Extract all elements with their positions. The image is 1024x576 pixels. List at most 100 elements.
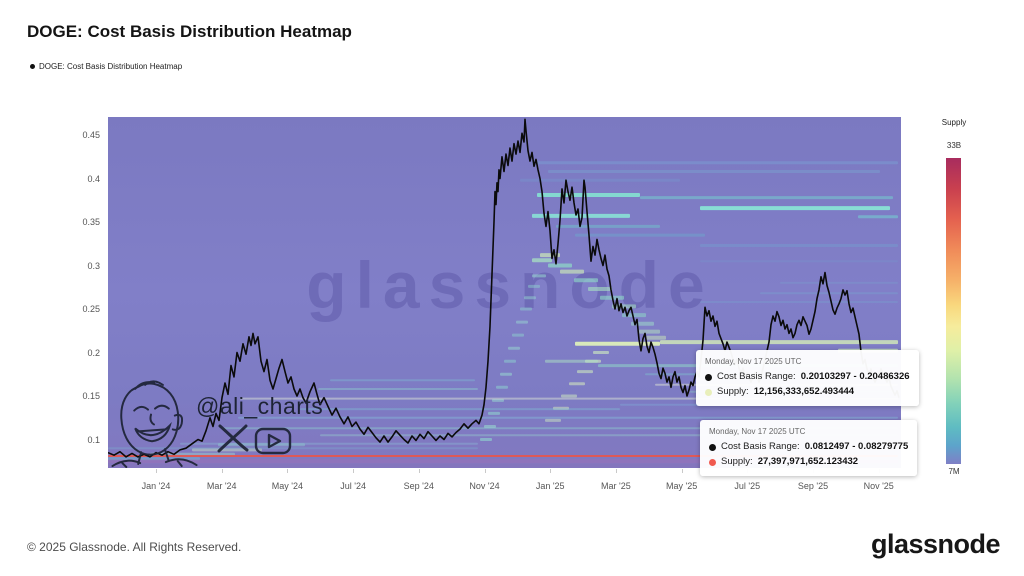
heat-band — [545, 359, 598, 363]
x-tick-label: May '25 — [665, 481, 698, 491]
heat-band — [492, 398, 504, 402]
heat-band — [588, 287, 612, 291]
x-tick-label: Nov '24 — [469, 481, 500, 491]
x-tick-mark — [550, 469, 552, 473]
heat-band — [560, 269, 584, 274]
x-tick-label: May '24 — [271, 481, 304, 491]
price-line — [108, 118, 900, 458]
heat-band — [532, 213, 630, 218]
heat-band — [569, 382, 585, 386]
heat-band — [496, 385, 508, 389]
x-tick-mark — [615, 469, 617, 473]
heat-band — [512, 333, 524, 337]
heat-band — [532, 274, 546, 278]
x-tick-label: Jul '24 — [340, 481, 366, 491]
heat-band — [520, 178, 680, 182]
supply-value: 12,156,333,652.493444 — [753, 386, 855, 398]
cost-basis-value: 0.20103297 - 0.20486326 — [800, 371, 910, 383]
x-tick-mark — [418, 469, 420, 473]
heat-band — [700, 244, 898, 247]
heat-band — [108, 447, 478, 450]
page-title: DOGE: Cost Basis Distribution Heatmap — [27, 22, 352, 41]
x-tick-label: Mar '24 — [206, 481, 237, 491]
glassnode-logo: glassnode — [870, 529, 1001, 559]
heat-band — [553, 406, 569, 410]
heat-band — [593, 351, 609, 354]
heat-band — [180, 442, 478, 445]
heat-band — [516, 320, 528, 324]
y-tick-label: 0.35 — [82, 217, 100, 227]
x-tick-label: Jan '24 — [141, 481, 171, 491]
tooltip-lower[interactable]: Monday, Nov 17 2025 UTC Cost Basis Range… — [700, 420, 918, 476]
heat-band — [646, 335, 666, 340]
tooltip-date: Monday, Nov 17 2025 UTC — [709, 427, 806, 436]
heat-band — [548, 263, 572, 268]
copyright-text: © 2025 Glassnode. All Rights Reserved. — [27, 540, 242, 554]
tooltip-cost-basis-row: Cost Basis Range: 0.20103297 - 0.2048632… — [705, 370, 910, 385]
heat-band — [330, 379, 475, 382]
heat-band — [577, 370, 593, 374]
tooltip-upper[interactable]: Monday, Nov 17 2025 UTC Cost Basis Range… — [696, 350, 919, 406]
heat-band — [700, 260, 898, 263]
heat-band — [504, 359, 516, 363]
cost-basis-label: Cost Basis Range: — [721, 441, 800, 453]
heat-band — [660, 340, 898, 345]
heat-band — [528, 284, 540, 288]
heat-band — [639, 329, 660, 334]
x-tick-label: Sep '24 — [403, 481, 434, 491]
heat-band — [575, 341, 660, 346]
heat-band — [532, 258, 552, 263]
heat-band — [561, 394, 577, 398]
heat-band — [500, 372, 512, 376]
heat-band — [488, 411, 500, 415]
price-line-layer — [108, 118, 900, 458]
x-tick-label: Nov '25 — [863, 481, 894, 491]
heat-band — [238, 416, 898, 419]
plot-background — [108, 117, 901, 468]
heat-band — [575, 233, 705, 237]
x-tick-mark — [681, 469, 683, 473]
supply-dot-icon — [705, 388, 712, 396]
heat-band — [858, 215, 898, 219]
supply-dot-icon — [709, 458, 716, 466]
supply-label: Supply: — [717, 386, 749, 398]
tooltip-supply-row: Supply: 12,156,333,652.493444 — [705, 385, 910, 400]
heat-band — [556, 224, 660, 228]
supply-colorbar — [946, 158, 961, 464]
heat-band — [537, 193, 640, 197]
tooltip-supply-row: Supply: 27,397,971,652.123432 — [709, 455, 908, 470]
y-tick-label: 0.2 — [87, 347, 100, 358]
x-tick-mark — [484, 469, 486, 473]
y-tick-label: 0.3 — [87, 260, 100, 271]
cost-basis-label: Cost Basis Range: — [717, 371, 796, 383]
cost-basis-dot-icon — [709, 444, 716, 452]
x-tick-mark — [156, 469, 157, 473]
x-tick-label: Jan '25 — [535, 481, 565, 491]
heat-band — [548, 170, 880, 173]
heat-band — [520, 307, 532, 311]
heat-band — [574, 278, 598, 283]
tooltip-date: Monday, Nov 17 2025 UTC — [705, 357, 802, 366]
ali-charts-handle: @ali_charts — [196, 393, 324, 419]
youtube-logo-icon — [254, 427, 292, 455]
series-legend[interactable]: DOGE: Cost Basis Distribution Heatmap — [30, 62, 182, 71]
heat-band — [622, 313, 646, 318]
cost-basis-dot-icon — [705, 374, 712, 382]
heat-band — [508, 346, 520, 350]
x-tick-mark — [287, 469, 289, 473]
legend-dot-icon — [30, 64, 35, 69]
y-tick-label: 0.25 — [82, 304, 100, 314]
face-sketch — [111, 380, 198, 468]
heat-band — [780, 281, 898, 284]
colorbar-max-label: 33B — [946, 141, 962, 150]
heat-band — [700, 206, 890, 211]
y-tick-label: 0.15 — [82, 391, 100, 401]
heat-band — [318, 388, 478, 390]
x-tick-label: Jul '25 — [734, 481, 761, 491]
supply-label: Supply: — [721, 456, 753, 468]
supply-value: 27,397,971,652.123432 — [757, 456, 859, 468]
heat-band — [524, 296, 536, 300]
heat-band — [545, 418, 561, 422]
